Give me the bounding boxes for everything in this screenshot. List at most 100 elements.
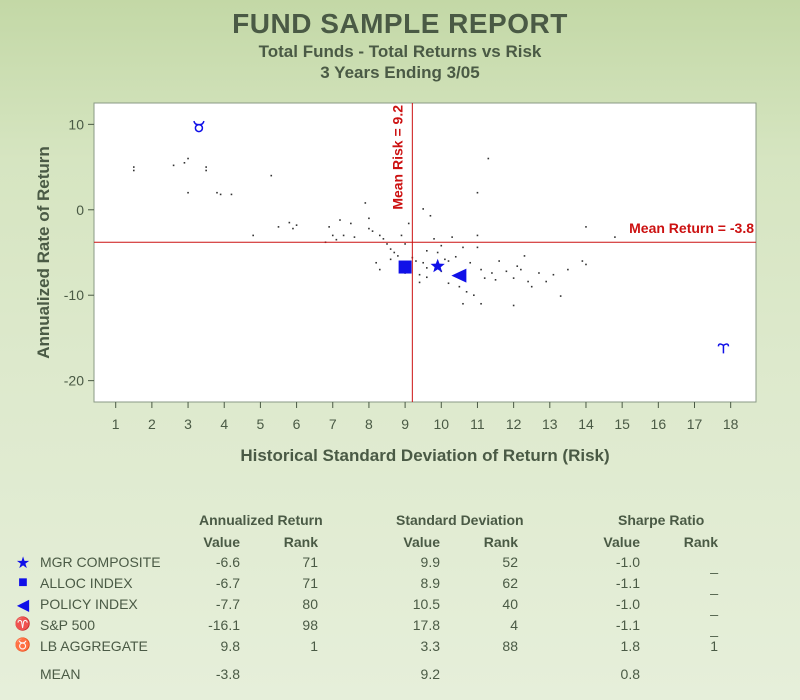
- triangle-left-icon: ◀: [16, 597, 30, 614]
- universe-point: [172, 164, 175, 167]
- taurus-icon: ♉: [14, 637, 32, 652]
- x-tick-label: 3: [184, 416, 192, 432]
- universe-point: [335, 238, 338, 241]
- x-tick-label: 13: [542, 416, 558, 432]
- universe-point: [585, 263, 587, 266]
- group-header: Sharpe Ratio: [618, 512, 705, 528]
- scatter-chart: 1 2 3 4 5 6 7 8 9 10 11 12 13 14 15 16 17 18100-10-20Hist…: [34, 102, 757, 465]
- column-header: Rank: [283, 534, 318, 550]
- mgr-composite-marker: [430, 258, 445, 273]
- table-cell: -1.0: [615, 596, 640, 612]
- universe-point: [483, 277, 486, 279]
- universe-point: [538, 272, 540, 274]
- universe-point: [458, 285, 461, 288]
- x-tick-label: 9: [401, 416, 409, 432]
- table-cell: 52: [502, 554, 518, 570]
- mean-risk-label: Mean Risk = 9.2: [389, 105, 405, 210]
- x-tick-label: 11: [470, 416, 485, 432]
- s-p-500-marker: [717, 343, 730, 354]
- universe-point: [512, 304, 515, 307]
- universe-point: [350, 222, 352, 225]
- table-cell: 9.9: [420, 554, 440, 570]
- universe-point: [368, 217, 370, 220]
- universe-point: [512, 277, 515, 279]
- mean-row-label: MEAN: [40, 666, 81, 682]
- x-tick-label: 16: [651, 416, 667, 432]
- table-cell: -7.7: [215, 596, 240, 612]
- mean-cell: -3.8: [215, 666, 240, 682]
- universe-point: [447, 282, 450, 285]
- x-axis-label: Historical Standard Deviation of Return …: [240, 446, 609, 465]
- table-cell: 4: [510, 617, 518, 633]
- universe-point: [530, 285, 533, 288]
- universe-point: [364, 202, 367, 204]
- x-tick-label: 5: [257, 416, 265, 432]
- table-cell: -16.1: [208, 617, 240, 633]
- universe-point: [292, 227, 294, 230]
- universe-point: [371, 230, 374, 232]
- x-tick-label: 4: [220, 416, 228, 432]
- y-tick-label: 0: [76, 202, 84, 218]
- universe-point: [342, 234, 345, 237]
- universe-point: [516, 265, 519, 267]
- table-cell: 1: [310, 638, 318, 654]
- column-header: Rank: [483, 534, 518, 550]
- universe-point: [219, 193, 222, 196]
- universe-point: [523, 255, 526, 257]
- universe-point: [418, 273, 421, 276]
- universe-point: [436, 251, 439, 254]
- universe-point: [295, 224, 298, 226]
- alloc-index-marker: [398, 260, 412, 274]
- x-tick-label: 2: [148, 416, 156, 432]
- universe-point: [440, 244, 443, 247]
- column-header: Value: [603, 534, 640, 550]
- universe-point: [433, 238, 435, 240]
- universe-point: [545, 280, 547, 283]
- table-cell: _: [710, 558, 718, 574]
- row-label: POLICY INDEX: [40, 596, 138, 612]
- x-tick-label: 14: [578, 416, 594, 432]
- universe-point: [476, 246, 479, 249]
- y-tick-label: -10: [64, 287, 84, 303]
- table-cell: 40: [502, 596, 518, 612]
- universe-point: [426, 249, 428, 252]
- mean-cell: 0.8: [620, 666, 640, 682]
- row-label: ALLOC INDEX: [40, 575, 133, 591]
- universe-point: [400, 234, 403, 237]
- table-cell: 1: [710, 638, 718, 654]
- table-cell: 71: [302, 575, 318, 591]
- universe-point: [216, 191, 218, 194]
- report-title: FUND SAMPLE REPORT: [232, 8, 568, 39]
- universe-point: [389, 248, 392, 250]
- column-header: Rank: [683, 534, 718, 550]
- table-cell: 1.8: [620, 638, 640, 654]
- universe-point: [429, 214, 432, 217]
- x-tick-label: 1: [112, 416, 120, 432]
- universe-point: [505, 270, 508, 273]
- star-icon: ★: [15, 555, 31, 572]
- universe-point: [393, 251, 396, 254]
- column-header: Value: [403, 534, 440, 550]
- table-cell: 62: [502, 575, 518, 591]
- lb-aggregate-marker-horns: [193, 120, 205, 126]
- universe-point: [132, 166, 135, 168]
- x-tick-label: 8: [365, 416, 373, 432]
- row-label: LB AGGREGATE: [40, 638, 148, 654]
- universe-point: [418, 281, 421, 284]
- universe-point: [386, 243, 388, 245]
- universe-point: [454, 255, 457, 258]
- report-period: 3 Years Ending 3/05: [320, 63, 480, 82]
- table-cell: _: [710, 621, 718, 637]
- group-header: Annualized Return: [199, 512, 323, 528]
- universe-point: [476, 234, 479, 237]
- universe-point: [132, 169, 135, 172]
- universe-point: [382, 238, 385, 240]
- y-tick-label: 10: [68, 116, 84, 132]
- row-label: MGR COMPOSITE: [40, 554, 161, 570]
- table-cell: 8.9: [420, 575, 440, 591]
- table-cell: _: [710, 600, 718, 616]
- table-cell: 98: [302, 617, 318, 633]
- universe-point: [473, 294, 475, 297]
- universe-point: [415, 260, 417, 262]
- universe-point: [328, 226, 330, 228]
